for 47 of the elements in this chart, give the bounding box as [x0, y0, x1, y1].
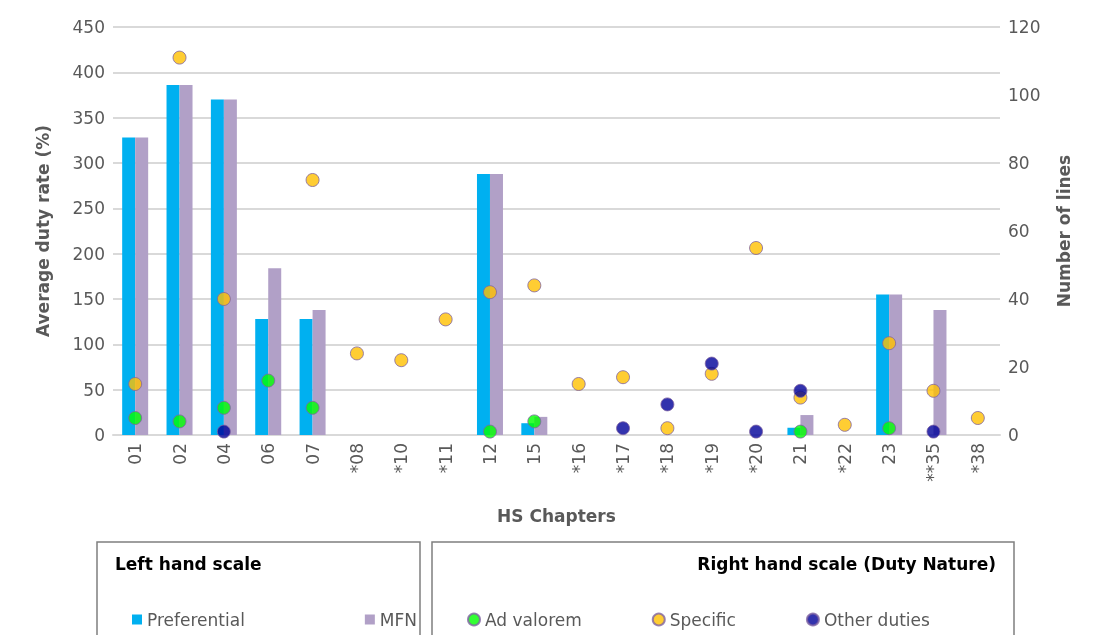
x-tick-label: *08 — [346, 443, 367, 474]
legend-label: Other duties — [823, 609, 931, 630]
x-tick-label: 02 — [169, 443, 190, 465]
y-tick-label: 450 — [72, 17, 105, 37]
x-tick-label: 04 — [213, 443, 234, 465]
y-tick-label: 100 — [72, 334, 105, 355]
x-tick-label: *38 — [967, 443, 988, 474]
x-tick-label: *20 — [746, 443, 767, 474]
y2-tick-label: 40 — [1008, 289, 1030, 309]
x-tick-label: 06 — [258, 443, 279, 465]
x-tick-label: 01 — [125, 443, 146, 465]
y2-tick-label: 80 — [1008, 153, 1030, 173]
x-tick-label: **35 — [923, 443, 944, 482]
y2-tick-label: 120 — [1008, 17, 1041, 37]
y2-tick-label: 0 — [1008, 425, 1019, 445]
x-tick-label: 15 — [524, 443, 545, 465]
y-tick-label: 250 — [72, 198, 105, 219]
x-tick-label: *22 — [834, 443, 855, 474]
y-tick-label: 50 — [83, 379, 105, 400]
x-tick-label: 21 — [790, 443, 811, 465]
y-tick-label: 0 — [94, 425, 105, 445]
x-tick-label: *11 — [435, 443, 456, 474]
y2-tick-label: 60 — [1008, 221, 1030, 241]
y-tick-label: 300 — [72, 153, 105, 173]
y-tick-label: 200 — [72, 243, 105, 264]
x-tick-label: 07 — [302, 443, 323, 465]
x-tick-label: *19 — [701, 443, 722, 474]
x-tick-label: *16 — [568, 443, 589, 474]
x-axis-title: HS Chapters — [497, 505, 616, 526]
x-tick-label: *17 — [613, 443, 634, 474]
x-tick-label: 12 — [479, 443, 500, 465]
legend-label: MFN — [379, 609, 418, 630]
legend-label: Ad valorem — [485, 609, 582, 630]
x-tick-label: *18 — [657, 443, 678, 474]
legend-label: Specific — [669, 609, 736, 630]
legend-label: Preferential — [147, 609, 245, 630]
y2-tick-label: 20 — [1008, 357, 1030, 377]
y-axis-title: Average duty rate (%) — [32, 124, 53, 338]
text: Left hand scale — [115, 554, 262, 574]
y-tick-label: 150 — [72, 289, 105, 309]
y2-tick-label: 100 — [1008, 85, 1041, 105]
y2-axis-title: Number of lines — [1053, 154, 1074, 308]
x-tick-label: *10 — [391, 443, 412, 474]
y-tick-label: 400 — [72, 62, 105, 83]
x-tick-label: 23 — [879, 443, 900, 465]
text: Right hand scale (Duty Nature) — [697, 554, 996, 574]
y-tick-label: 350 — [72, 107, 105, 128]
